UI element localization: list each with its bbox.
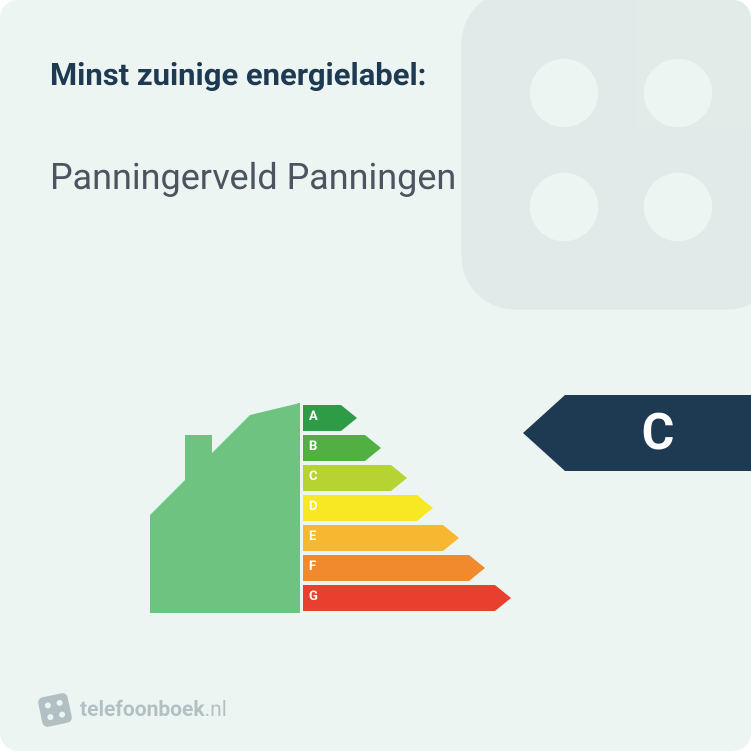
energy-bar-label: F: [309, 559, 316, 574]
energy-bar-label: G: [309, 589, 318, 604]
energy-bar-label: D: [309, 499, 317, 514]
energy-bar-label: A: [309, 409, 318, 424]
footer-brand-tld: .nl: [205, 698, 227, 722]
footer-brand-icon: [37, 692, 73, 728]
house-icon: [140, 395, 300, 620]
footer-brand-text: telefoonboek.nl: [80, 698, 227, 722]
footer-brand-name: telefoonboek: [80, 698, 205, 722]
energy-bar-label: B: [309, 439, 317, 454]
footer-brand: telefoonboek.nl: [40, 695, 227, 725]
rating-pointer-arrow: [523, 395, 565, 471]
energy-bar-label: C: [309, 469, 318, 484]
card-title: Minst zuinige energielabel:: [50, 56, 426, 93]
energy-label-card: Minst zuinige energielabel: Panningervel…: [0, 0, 751, 751]
watermark-icon: [431, 0, 751, 340]
energy-bar-label: E: [309, 529, 316, 544]
rating-pointer-label: C: [565, 395, 751, 471]
chart-divider: [298, 403, 300, 613]
card-subtitle: Panningerveld Panningen: [50, 156, 456, 198]
rating-pointer: C: [523, 395, 751, 471]
